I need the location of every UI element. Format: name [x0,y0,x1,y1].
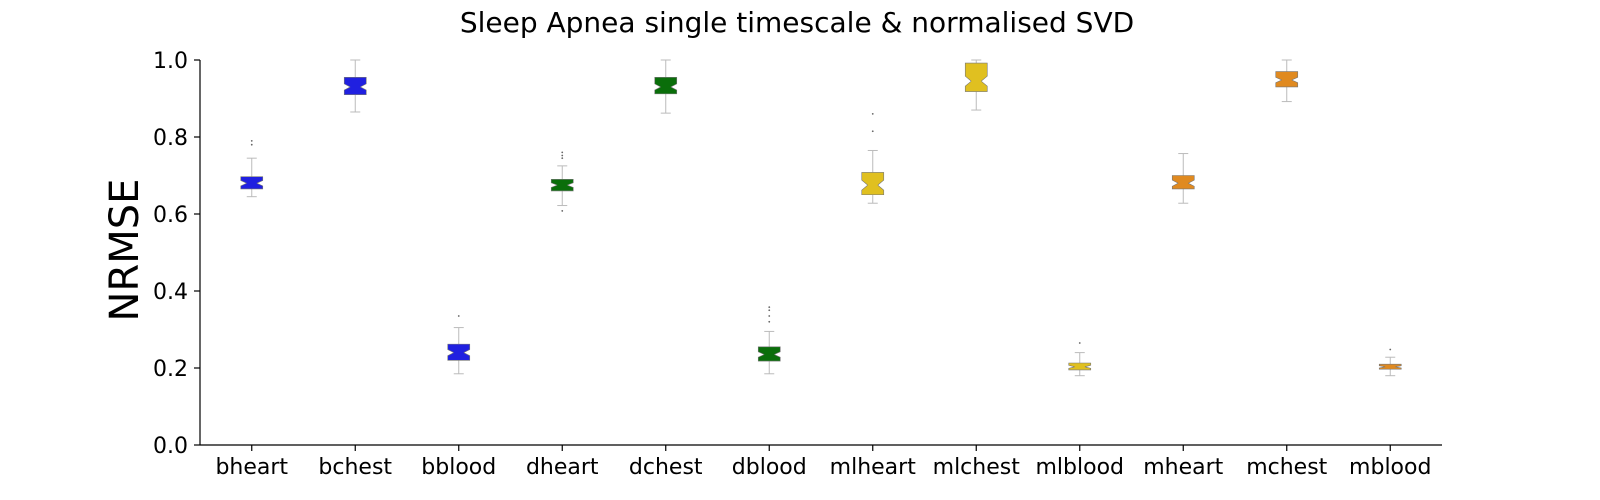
box-body [757,346,781,362]
flier-point [871,130,874,133]
x-tick-label-bblood: bblood [421,455,496,480]
y-tick-label: 1.0 [153,49,188,74]
flier-point [250,143,253,146]
box-body [861,172,885,196]
x-tick-label-mlblood: mlblood [1035,455,1124,480]
flier-point [871,113,874,115]
box-bheart [240,139,264,198]
box-dblood [757,306,781,375]
flier-point [768,309,771,312]
x-tick-label-mlchest: mlchest [933,455,1021,480]
y-tick-label: 0.4 [153,280,188,305]
box-mlblood [1068,342,1092,377]
flier-point [561,154,564,157]
y-tick-label: 0.6 [153,203,188,228]
x-tick-label-mchest: mchest [1246,455,1327,480]
y-tick-label: 0.0 [153,434,188,459]
flier-point [561,157,564,160]
y-tick-label: 0.2 [153,357,188,382]
x-tick-label-mlheart: mlheart [830,455,917,480]
flier-point [768,306,771,309]
box-bchest [343,59,367,113]
flier-point [1078,342,1081,344]
box-mblood [1378,348,1402,377]
x-tick-label-bheart: bheart [215,455,288,480]
box-body [1275,71,1299,88]
box-mchest [1275,59,1299,103]
flier-point [768,315,771,317]
box-mlheart [861,113,885,204]
y-axis-label: NRMSE [102,179,148,322]
box-dchest [654,59,678,114]
box-mheart [1171,153,1195,204]
flier-point [1389,348,1392,351]
box-dheart [550,151,574,212]
x-tick-label-mblood: mblood [1349,455,1431,480]
flier-point [768,320,771,323]
box-body [654,77,678,95]
x-tick-label-dblood: dblood [732,455,807,480]
chart-title: Sleep Apnea single timescale & normalise… [460,6,1134,39]
flier-point [250,139,253,142]
plot-area: 0.0 0.2 0.4 0.6 0.8 1.0 bheart bchest bblood dhea… [153,49,1431,480]
box-mlchest [964,59,988,111]
flier-point [561,151,564,154]
x-tick-label-dheart: dheart [526,455,599,480]
box-bblood [447,315,471,375]
box-body [343,77,367,95]
flier-point [561,210,564,212]
x-tick-label-mheart: mheart [1143,455,1223,480]
x-tick-label-bchest: bchest [318,455,392,480]
box-body [964,62,988,92]
box-body [1171,175,1195,190]
x-tick-label-dchest: dchest [629,455,703,480]
y-tick-label: 0.8 [153,126,188,151]
flier-point [457,315,460,317]
